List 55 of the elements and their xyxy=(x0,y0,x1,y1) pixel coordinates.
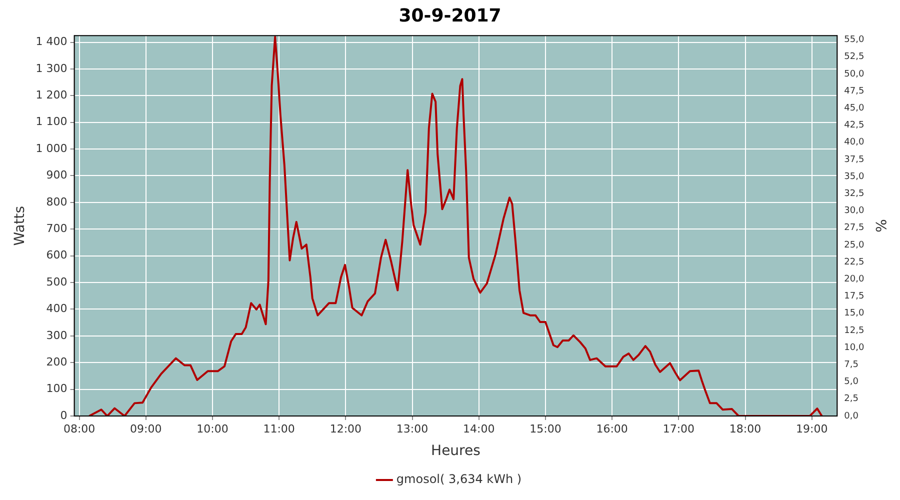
y-tick-label: 1 000 xyxy=(36,142,68,155)
y2-tick-label: 37,5 xyxy=(844,154,864,165)
x-tick-label: 16:00 xyxy=(596,422,628,436)
x-tick-label: 17:00 xyxy=(662,422,695,436)
y-tick-label: 800 xyxy=(46,195,68,208)
x-tick-label: 19:00 xyxy=(796,422,828,436)
x-tick-label: 09:00 xyxy=(130,422,162,436)
x-tick-label: 08:00 xyxy=(63,422,96,436)
y2-tick-label: 12,5 xyxy=(844,326,864,336)
x-tick-label: 15:00 xyxy=(530,422,562,436)
x-tick-label: 11:00 xyxy=(263,422,295,436)
legend-label: gmosol( 3,634 kWh ) xyxy=(396,472,522,486)
y2-tick-label: 7,5 xyxy=(844,360,858,370)
y-tick-label: 600 xyxy=(46,248,68,262)
y-tick-label: 400 xyxy=(46,302,68,316)
y2-tick-label: 5,0 xyxy=(844,377,859,388)
y2-tick-label: 22,5 xyxy=(844,257,864,268)
y-tick-label: 1 400 xyxy=(36,35,68,48)
y-tick-label: 1 300 xyxy=(36,62,68,75)
chart-title: 30-9-2017 xyxy=(398,5,502,26)
x-tick-label: 18:00 xyxy=(729,422,762,436)
y2-tick-label: 32,5 xyxy=(844,188,864,199)
y2-tick-label: 42,5 xyxy=(844,120,864,131)
y2-tick-label: 25,0 xyxy=(844,240,864,250)
y2-tick-label: 10,0 xyxy=(844,342,864,353)
y2-tick-label: 52,5 xyxy=(844,52,864,62)
y2-tick-label: 50,0 xyxy=(844,69,864,80)
y-tick-label: 500 xyxy=(46,275,68,288)
y-tick-label: 200 xyxy=(46,355,68,368)
x-tick-label: 12:00 xyxy=(330,422,362,436)
y-tick-label: 900 xyxy=(46,168,68,182)
y-tick-label: 1 100 xyxy=(36,115,68,128)
y2-axis-title: % xyxy=(872,219,888,232)
x-tick-label: 10:00 xyxy=(196,422,228,436)
y2-tick-label: 45,0 xyxy=(844,103,864,114)
y2-tick-label: 20,0 xyxy=(844,274,864,285)
y2-tick-label: 0,0 xyxy=(844,411,859,422)
y2-tick-label: 27,5 xyxy=(844,223,864,234)
x-tick-label: 14:00 xyxy=(463,422,495,436)
y2-tick-label: 40,0 xyxy=(844,138,864,148)
y2-tick-label: 55,0 xyxy=(844,35,864,46)
y-tick-label: 300 xyxy=(46,328,68,342)
y2-tick-label: 2,5 xyxy=(844,394,858,404)
y-tick-label: 100 xyxy=(46,382,68,396)
y2-tick-label: 35,0 xyxy=(844,172,864,182)
y-axis-title: Watts xyxy=(12,206,28,246)
y2-tick-label: 17,5 xyxy=(844,292,864,302)
x-tick-label: 13:00 xyxy=(396,422,428,436)
y-tick-label: 1 200 xyxy=(36,88,68,102)
y2-tick-label: 47,5 xyxy=(844,86,864,96)
y2-tick-label: 30,0 xyxy=(844,206,864,216)
y2-tick-label: 15,0 xyxy=(844,308,864,319)
y-tick-label: 700 xyxy=(46,222,68,235)
y-tick-label: 0 xyxy=(60,408,68,422)
x-axis-title: Heures xyxy=(431,443,480,460)
